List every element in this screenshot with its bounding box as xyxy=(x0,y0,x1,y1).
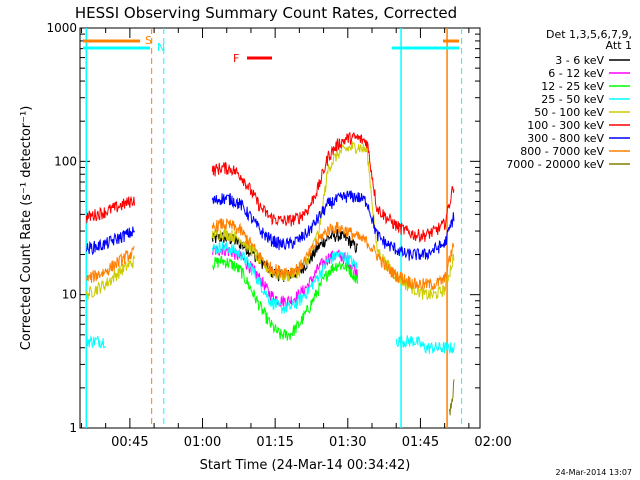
x-tick-label: 01:15 xyxy=(256,435,293,450)
x-tick-label: 01:00 xyxy=(184,435,221,450)
y-tick-label: 1000 xyxy=(46,21,77,35)
y-tick-label: 10 xyxy=(62,288,77,302)
legend-entry-label: 100 - 300 keV xyxy=(527,119,604,132)
y-tick-label: 100 xyxy=(54,154,77,168)
series-line xyxy=(449,379,455,416)
x-tick-label: 01:30 xyxy=(329,435,366,450)
plot-frame xyxy=(79,27,481,429)
legend-entry-label: 12 - 25 keV xyxy=(541,80,604,93)
flag-f-label: F xyxy=(233,52,239,65)
legend-entry-label: 6 - 12 keV xyxy=(548,67,604,80)
attenuator-markers xyxy=(85,28,463,428)
x-tick-label: 01:45 xyxy=(402,435,439,450)
series-line xyxy=(85,195,135,224)
y-tick-label: 1 xyxy=(69,421,77,435)
footer-timestamp: 24-Mar-2014 13:07 xyxy=(556,468,633,477)
flag-s-label: S xyxy=(145,34,152,47)
series-line xyxy=(211,132,455,243)
series-line xyxy=(85,226,135,256)
flag-n-label: N xyxy=(157,41,165,54)
chart-title: HESSI Observing Summary Count Rates, Cor… xyxy=(75,4,457,22)
legend-entry-label: 25 - 50 keV xyxy=(541,93,604,106)
axes: 1 10 100 1000 00:45 01:00 01:15 01:30 01:45 02:00 xyxy=(46,21,511,450)
series-lines xyxy=(85,132,455,416)
series-line xyxy=(85,254,135,301)
legend-entry-label: 7000 - 20000 keV xyxy=(506,158,604,171)
legend-entry-label: 50 - 100 keV xyxy=(534,106,604,119)
series-line xyxy=(85,246,135,283)
series-line xyxy=(85,334,106,349)
legend-entry-label: 800 - 7000 keV xyxy=(520,145,604,158)
flag-bars: SN F xyxy=(83,34,459,65)
series-line xyxy=(211,190,455,261)
series-line xyxy=(212,255,358,341)
legend-header: Det 1,3,5,6,7,9, xyxy=(546,28,632,41)
y-axis-label: Corrected Count Rate (s⁻¹ detector⁻¹) xyxy=(19,106,34,351)
legend-entry-label: 300 - 800 keV xyxy=(527,132,604,145)
x-tick-label: 00:45 xyxy=(111,435,148,450)
series-line xyxy=(211,218,455,291)
series-line xyxy=(395,335,455,354)
legend-entry-label: 3 - 6 keV xyxy=(555,54,604,67)
legend-header: Att 1 xyxy=(606,39,632,52)
x-tick-label: 02:00 xyxy=(474,435,511,450)
series-line xyxy=(211,241,358,314)
x-axis-label: Start Time (24-Mar-14 00:34:42) xyxy=(200,458,411,473)
